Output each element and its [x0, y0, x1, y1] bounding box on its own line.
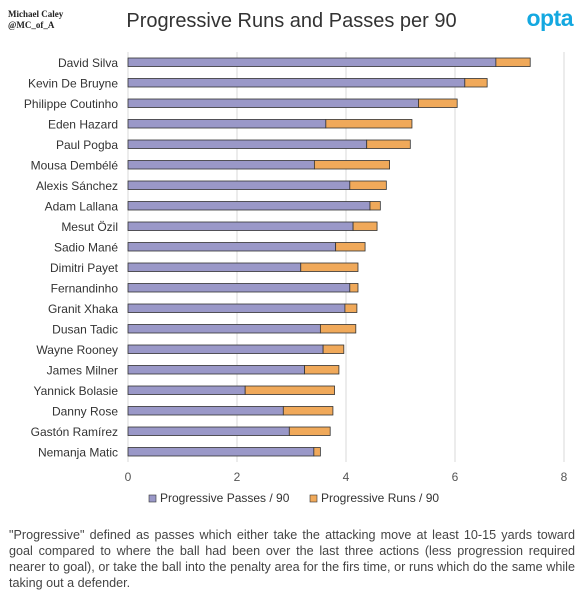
category-label-7: Adam Lallana — [45, 199, 119, 213]
bar-passes-19 — [127, 447, 315, 457]
category-label-15: James Milner — [47, 363, 118, 377]
x-tick-label-4: 8 — [561, 470, 568, 484]
chart-title: Progressive Runs and Passes per 90 — [126, 10, 457, 32]
bar-runs-1 — [464, 78, 488, 88]
bar-runs-19 — [313, 447, 321, 457]
category-label-16: Yannick Bolasie — [34, 384, 119, 398]
bar-runs-15 — [304, 365, 340, 375]
bar-passes-14 — [127, 344, 324, 354]
category-label-14: Wayne Rooney — [36, 343, 118, 357]
category-label-13: Dusan Tadic — [52, 322, 118, 336]
category-label-10: Dimitri Payet — [50, 261, 119, 275]
x-tick-label-1: 2 — [234, 470, 241, 484]
x-tick-label-0: 0 — [125, 470, 132, 484]
category-label-19: Nemanja Matic — [38, 445, 118, 459]
bar-runs-6 — [349, 180, 387, 190]
category-label-2: Philippe Coutinho — [24, 97, 118, 111]
legend-swatch-0 — [148, 494, 157, 503]
category-label-18: Gastón Ramírez — [31, 425, 118, 439]
bar-passes-6 — [127, 180, 351, 190]
bar-runs-10 — [300, 262, 359, 272]
category-label-8: Mesut Özil — [61, 220, 118, 234]
legend-label-1: Progressive Runs / 90 — [321, 491, 439, 505]
bar-passes-17 — [127, 406, 284, 416]
legend-label-0: Progressive Passes / 90 — [160, 491, 290, 505]
bar-passes-4 — [127, 139, 368, 149]
author-handle: @MC_of_A — [8, 20, 55, 30]
x-tick-label-2: 4 — [343, 470, 350, 484]
category-label-1: Kevin De Bruyne — [28, 76, 118, 90]
legend-swatch-1 — [309, 494, 318, 503]
bar-passes-9 — [127, 242, 337, 252]
bar-passes-7 — [127, 201, 371, 211]
category-label-3: Eden Hazard — [48, 117, 118, 131]
footnote: "Progressive" defined as passes which ei… — [9, 528, 575, 590]
category-label-17: Danny Rose — [52, 404, 118, 418]
bar-runs-3 — [325, 119, 413, 129]
bar-passes-15 — [127, 365, 305, 375]
bar-runs-0 — [495, 57, 531, 67]
bar-passes-0 — [127, 57, 497, 67]
bar-runs-4 — [366, 139, 411, 149]
bar-runs-7 — [369, 201, 381, 211]
bar-runs-8 — [352, 221, 378, 231]
bar-passes-16 — [127, 385, 246, 395]
bar-passes-12 — [127, 303, 346, 313]
bar-runs-14 — [322, 344, 345, 354]
bar-runs-2 — [418, 98, 458, 108]
opta-logo: opta — [526, 5, 573, 31]
category-label-0: David Silva — [58, 56, 118, 70]
category-label-12: Granit Xhaka — [48, 302, 118, 316]
bar-passes-2 — [127, 98, 419, 108]
bar-passes-3 — [127, 119, 327, 129]
bar-passes-5 — [127, 160, 315, 170]
bar-passes-13 — [127, 324, 321, 334]
category-label-4: Paul Pogba — [56, 138, 118, 152]
x-tick-label-3: 6 — [452, 470, 459, 484]
bar-passes-1 — [127, 78, 466, 88]
bar-runs-11 — [349, 283, 359, 293]
category-label-11: Fernandinho — [51, 281, 119, 295]
bar-runs-16 — [244, 385, 335, 395]
bar-runs-13 — [319, 324, 357, 334]
bar-runs-17 — [282, 406, 334, 416]
bar-passes-11 — [127, 283, 351, 293]
bar-passes-10 — [127, 262, 302, 272]
category-label-9: Sadio Mané — [54, 240, 118, 254]
category-label-5: Mousa Dembélé — [31, 158, 119, 172]
bar-passes-8 — [127, 221, 354, 231]
author-name: Michael Caley — [8, 9, 64, 19]
bar-runs-12 — [344, 303, 358, 313]
bar-passes-18 — [127, 426, 290, 436]
bar-runs-9 — [335, 242, 366, 252]
stacked-bar-chart: David Silva Kevin De Bruyne Philippe Couti… — [24, 52, 568, 505]
bar-runs-5 — [313, 160, 391, 170]
category-label-6: Alexis Sánchez — [36, 179, 118, 193]
bar-runs-18 — [288, 426, 331, 436]
author-credit: Michael Caley @MC_of_A — [8, 9, 63, 31]
